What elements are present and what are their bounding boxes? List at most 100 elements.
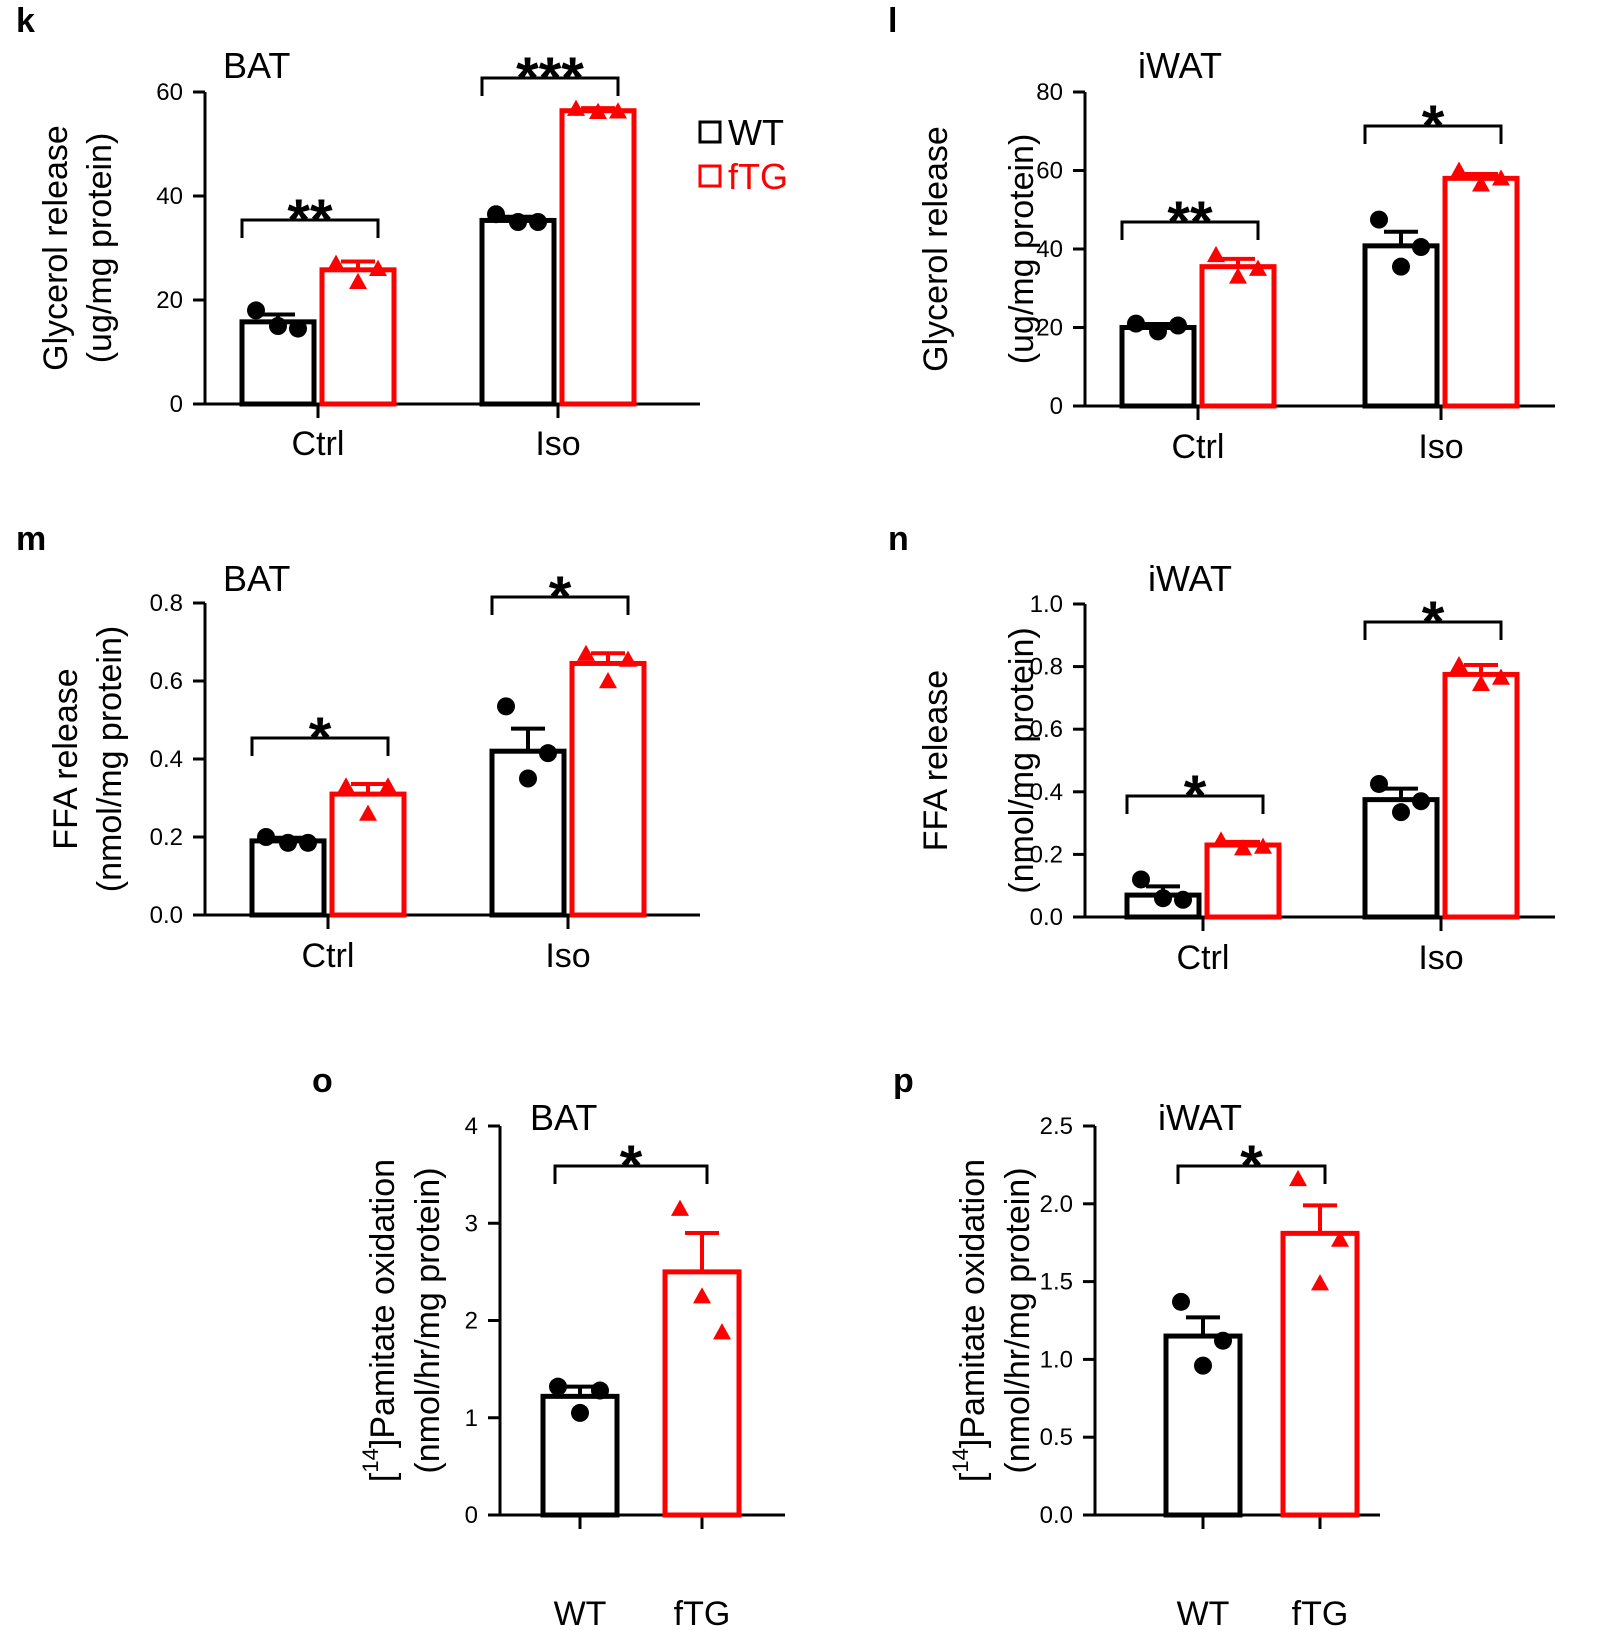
panel-l-bar-fTG xyxy=(1442,175,1520,409)
panel-n-point xyxy=(1212,831,1230,848)
panel-n-ylabel-line-0: FFA release xyxy=(917,670,955,851)
panel-l-point xyxy=(1392,257,1410,276)
panel-m-point xyxy=(257,828,275,846)
panel-p-ytick-label: 1.0 xyxy=(1040,1346,1073,1373)
panel-n-ytick-label: 0.2 xyxy=(1030,841,1063,868)
panel-p-ylabel-line-1: (nmol/hr/mg protein) xyxy=(999,1167,1037,1473)
panel-l-point xyxy=(1149,322,1167,341)
panel-m-ylabel-line-1: (nmol/mg protein) xyxy=(91,626,129,892)
panel-o-sig-bracket xyxy=(553,1164,709,1184)
panel-m-point xyxy=(359,804,377,821)
panel-k-bar-fTG xyxy=(319,267,397,407)
panel-l-sig-bracket xyxy=(1363,124,1503,144)
panel-l-point xyxy=(1412,238,1430,257)
panel-k-point xyxy=(289,319,307,338)
panel-k-ytick-label: 60 xyxy=(156,79,183,106)
panel-l-sig-bracket xyxy=(1120,220,1260,240)
panel-o-ytick-label: 4 xyxy=(465,1113,478,1140)
panel-m-point xyxy=(599,672,617,689)
panel-k-letter: k xyxy=(16,2,35,40)
panel-m-ytick-label: 0.6 xyxy=(150,668,183,695)
panel-l-point xyxy=(1207,245,1225,263)
panel-k-ytick-label: 20 xyxy=(156,287,183,314)
panel-l-sig-label: * xyxy=(1422,94,1445,159)
panel-n-ytick-label: 0.6 xyxy=(1030,716,1063,743)
panel-n-point xyxy=(1392,803,1410,822)
panel-n-point xyxy=(1492,668,1510,685)
panel-n-sig-label: * xyxy=(1184,764,1207,829)
panel-m-letter: m xyxy=(16,520,46,558)
panel-k-bar-WT xyxy=(479,217,557,407)
panel-l-sig-label: ** xyxy=(1167,190,1213,255)
panel-o-point xyxy=(671,1199,689,1216)
panel-o-xtick-label: WT xyxy=(554,1595,607,1630)
panel-n-point xyxy=(1254,837,1272,854)
panel-k-xtick-label: Ctrl xyxy=(292,425,345,463)
panel-k-point xyxy=(609,102,627,119)
panel-o-ytick-label: 2 xyxy=(465,1308,478,1335)
panel-m-point xyxy=(337,777,355,794)
panel-k-point xyxy=(529,213,547,231)
panel-o-point xyxy=(571,1403,589,1422)
panel-l-ylabel-line-0: Glycerol release xyxy=(917,126,955,372)
panel-p-point xyxy=(1194,1356,1212,1375)
panel-o-ylabel-line-1: (nmol/hr/mg protein) xyxy=(409,1167,447,1473)
panel-m-sig-label: * xyxy=(549,565,572,630)
panel-l-xtick-label: Ctrl xyxy=(1172,428,1225,466)
panel-m-point xyxy=(619,650,637,667)
panel-p-sig-label: * xyxy=(1240,1134,1263,1199)
panel-l-point xyxy=(1229,267,1247,284)
panel-m-title: BAT xyxy=(223,558,290,599)
panel-k-point xyxy=(567,99,585,116)
panel-k-point xyxy=(269,317,287,335)
panel-n-letter: n xyxy=(888,520,909,558)
panel-o-ytick-label: 0 xyxy=(465,1502,478,1529)
panel-o-title: BAT xyxy=(530,1097,597,1138)
panel-n-ytick-label: 0.4 xyxy=(1030,779,1063,806)
panel-n-ytick-label: 1.0 xyxy=(1030,591,1063,618)
panel-p-point xyxy=(1172,1292,1190,1311)
panel-l-ylabel-line-1: (ug/mg protein) xyxy=(1003,134,1041,365)
panel-m-sig-label: * xyxy=(309,706,332,771)
panel-l-title: iWAT xyxy=(1138,45,1222,86)
panel-o-point xyxy=(713,1323,731,1340)
panel-l-ytick-label: 60 xyxy=(1036,158,1063,185)
panel-n-point xyxy=(1154,889,1172,908)
panel-o-ytick-label: 3 xyxy=(465,1210,478,1237)
panel-m-ytick-label: 0.4 xyxy=(150,746,183,773)
panel-m-ylabel-line-0: FFA release xyxy=(47,668,85,849)
panel-m-ytick-label: 0.0 xyxy=(150,902,183,929)
panel-m-bar-WT xyxy=(249,838,327,918)
panel-n-bar-fTG xyxy=(1204,842,1282,920)
panel-k-sig-bracket xyxy=(240,218,380,238)
panel-p-ytick-label: 0.0 xyxy=(1040,1502,1073,1529)
panel-n-point xyxy=(1450,656,1468,673)
panel-l-point xyxy=(1472,175,1490,192)
panel-n-ylabel-line-1: (nmol/mg protein) xyxy=(1003,627,1041,893)
panel-o-ylabel-line-0: [14]Pamitate oxidation xyxy=(358,1159,402,1482)
panel-n-ytick-label: 0.0 xyxy=(1030,904,1063,931)
panel-m-ytick-label: 0.2 xyxy=(150,824,183,851)
panel-o-ytick-label: 1 xyxy=(465,1405,478,1432)
panel-p-title: iWAT xyxy=(1158,1097,1242,1138)
panel-l-point xyxy=(1492,169,1510,186)
panel-k-ylabel-line-0: Glycerol release xyxy=(37,125,75,371)
panel-n-point xyxy=(1412,792,1430,811)
legend-label-WT: WT xyxy=(728,112,784,153)
panel-l-point xyxy=(1370,210,1388,229)
panel-l-ytick-label: 40 xyxy=(1036,236,1063,263)
panel-k-point xyxy=(247,301,265,320)
panel-k-point xyxy=(487,205,505,224)
panel-l-ytick-label: 20 xyxy=(1036,315,1063,342)
panel-l-letter: l xyxy=(888,2,897,40)
panel-o-point xyxy=(591,1381,609,1400)
panel-m-point xyxy=(539,744,557,763)
panel-p-xtick-label: fTG xyxy=(1292,1595,1349,1630)
panel-k-xtick-label: Iso xyxy=(535,425,580,463)
panel-n-sig-label: * xyxy=(1422,590,1445,655)
panel-p-ytick-label: 1.5 xyxy=(1040,1269,1073,1296)
panel-o-letter: o xyxy=(312,1062,333,1100)
panel-p-point xyxy=(1289,1169,1307,1187)
panel-m-point xyxy=(577,644,595,661)
panel-m-point xyxy=(519,769,537,788)
